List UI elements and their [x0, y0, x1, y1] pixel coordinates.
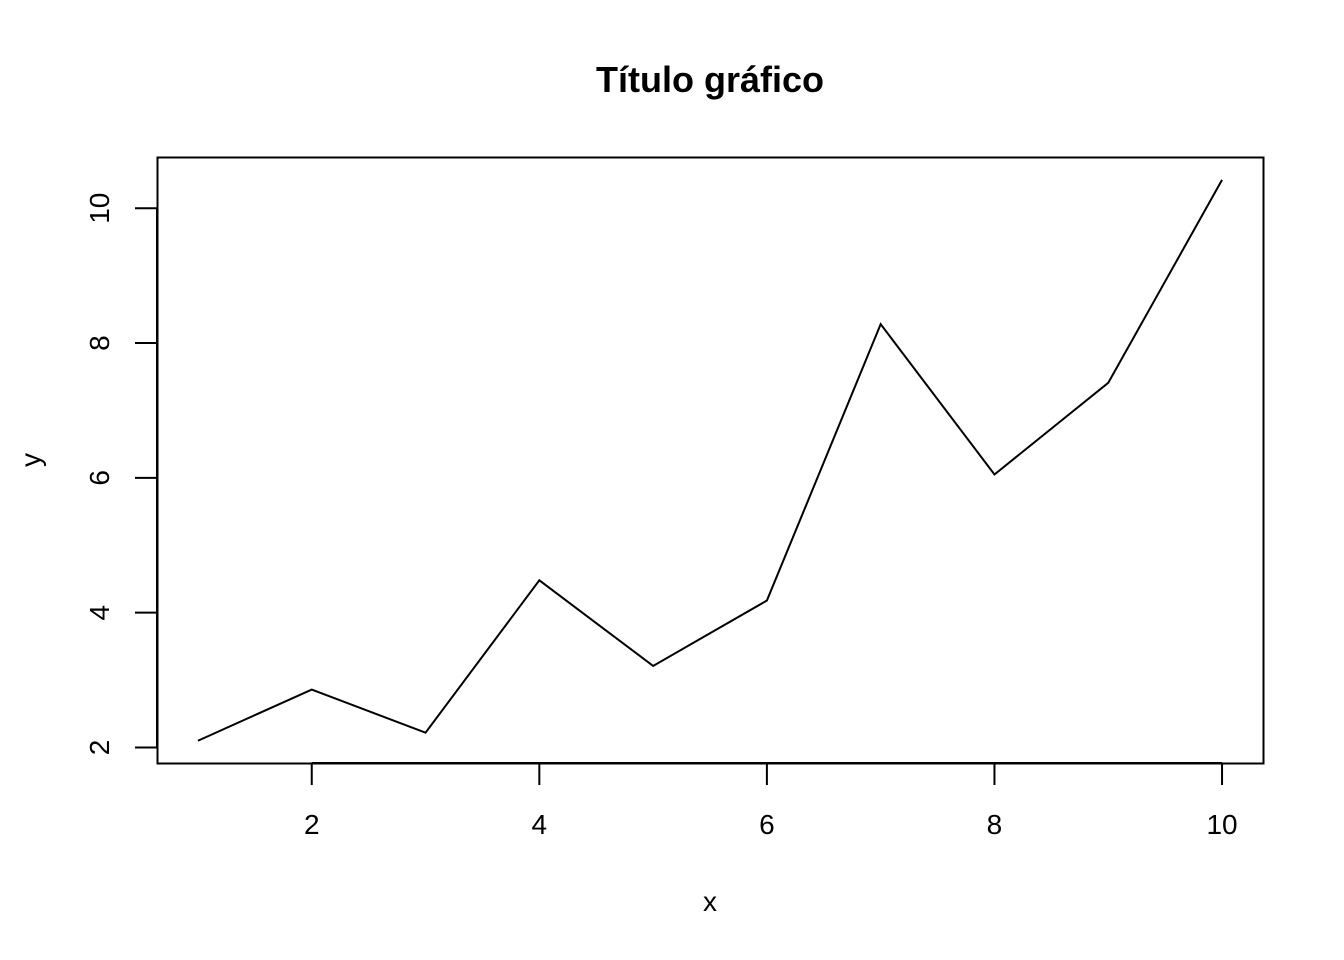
x-axis-label: x: [703, 886, 717, 917]
x-tick-label: 10: [1206, 809, 1237, 840]
x-tick-label: 4: [532, 809, 548, 840]
y-axis: 2 4 6 8 10: [84, 193, 158, 756]
y-tick-label: 2: [84, 740, 115, 756]
series-group: [197, 179, 1223, 742]
x-tick-label: 6: [759, 809, 775, 840]
y-tick-label: 4: [84, 605, 115, 621]
y-tick-label: 8: [84, 335, 115, 351]
x-tick-label: 2: [304, 809, 320, 840]
x-tick-label: 8: [987, 809, 1003, 840]
x-axis: 2 4 6 8 10: [304, 762, 1238, 840]
y-tick-label: 10: [84, 193, 115, 224]
series-line: [197, 179, 1223, 742]
chart-title: Título gráfico: [596, 59, 824, 100]
y-axis-label: y: [15, 453, 46, 467]
y-tick-label: 6: [84, 470, 115, 486]
